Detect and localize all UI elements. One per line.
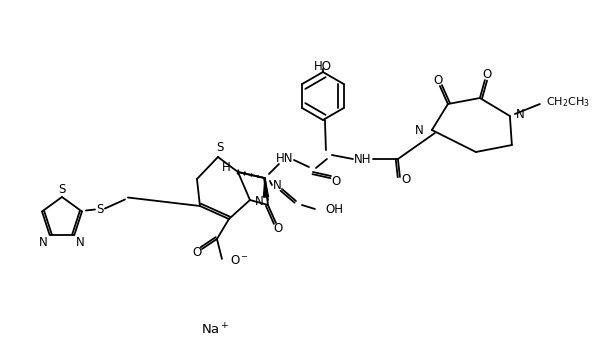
Text: OH: OH [325, 204, 343, 217]
Text: NH: NH [354, 152, 371, 165]
Text: N: N [516, 108, 525, 121]
Text: HO: HO [314, 60, 332, 73]
Text: N: N [39, 236, 47, 249]
Text: Na$^+$: Na$^+$ [201, 322, 230, 338]
Text: O: O [273, 222, 282, 235]
Text: N: N [255, 196, 264, 209]
Text: HN: HN [276, 152, 294, 165]
Text: O: O [433, 74, 442, 87]
Text: N: N [76, 236, 85, 249]
Text: O$^-$: O$^-$ [230, 255, 249, 268]
Text: O: O [331, 175, 341, 188]
Text: S: S [96, 203, 103, 216]
Text: O: O [482, 68, 492, 81]
Text: O: O [401, 173, 410, 186]
Text: N: N [415, 123, 424, 136]
Text: CH$_2$CH$_3$: CH$_2$CH$_3$ [546, 95, 590, 109]
Text: S: S [58, 183, 66, 196]
Text: H: H [222, 161, 230, 174]
Polygon shape [263, 178, 269, 197]
Text: S: S [216, 141, 224, 154]
Text: N: N [273, 179, 281, 192]
Text: O: O [192, 247, 201, 260]
